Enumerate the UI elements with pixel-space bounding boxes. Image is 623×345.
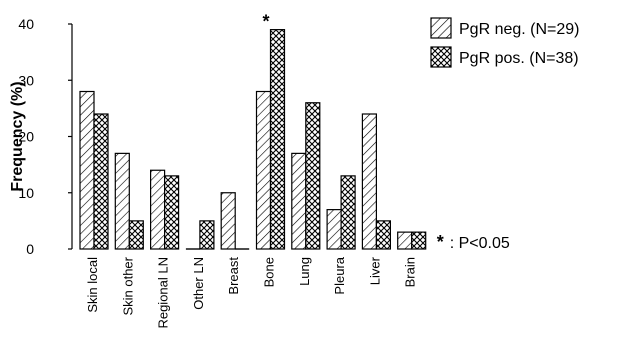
y-tick-label-30: 30 [18, 72, 34, 88]
y-tick-label-10: 10 [18, 185, 34, 201]
bar-pgr-neg-9 [397, 231, 413, 250]
bar-pgr-pos-6 [305, 102, 321, 250]
category-label-0: Skin local [85, 257, 100, 313]
legend-swatch-1 [430, 46, 452, 68]
legend: PgR neg. (N=29) PgR pos. (N=38) [430, 17, 580, 68]
legend-swatch-0 [430, 17, 452, 39]
y-tick-label-0: 0 [26, 241, 34, 257]
bar-pgr-neg-2 [150, 169, 166, 250]
bar-pgr-neg-1 [114, 152, 130, 250]
category-label-2: Regional LN [156, 257, 171, 329]
y-tick-label-20: 20 [18, 129, 34, 145]
legend-label-0: PgR neg. (N=29) [459, 21, 580, 38]
category-label-3: Other LN [191, 257, 206, 310]
bar-pgr-pos-0 [93, 113, 109, 250]
y-tick-label-40: 40 [18, 16, 34, 32]
bar-pgr-pos-8 [375, 220, 391, 250]
bar-pgr-neg-8 [361, 113, 377, 250]
bar-pgr-neg-6 [291, 152, 307, 250]
legend-label-1: PgR pos. (N=38) [459, 50, 579, 67]
category-label-6: Lung [297, 257, 312, 286]
category-label-5: Bone [262, 257, 277, 287]
category-label-1: Skin other [120, 256, 135, 315]
bar-pgr-pos-2 [164, 175, 180, 250]
bar-pgr-pos-7 [340, 175, 356, 250]
bar-pgr-neg-5 [255, 90, 272, 250]
significance-annotation: * : P<0.05 [437, 232, 510, 252]
bar-pgr-pos-9 [411, 231, 427, 250]
bar-pgr-neg-4 [220, 192, 236, 250]
category-label-4: Breast [226, 257, 241, 295]
bars: * [79, 12, 427, 250]
category-label-9: Brain [403, 257, 418, 287]
category-label-7: Pleura [332, 256, 347, 294]
bar-pgr-neg-0 [79, 90, 95, 250]
category-label-8: Liver [367, 256, 382, 285]
y-ticks: 0 10 20 30 40 [18, 16, 72, 257]
bar-pgr-pos-3 [199, 220, 215, 250]
significance-annotation-marker: * [437, 232, 444, 252]
bar-pgr-pos-5 [269, 29, 286, 250]
significance-annotation-text: : P<0.05 [450, 235, 510, 252]
category-labels: Skin local Skin other Regional LN Other LN B… [85, 256, 418, 328]
y-axis-label: Frequency (%) [9, 81, 26, 191]
bar-pgr-pos-1 [128, 220, 144, 250]
significance-star-5: * [263, 12, 270, 32]
bar-pgr-neg-7 [326, 209, 342, 250]
